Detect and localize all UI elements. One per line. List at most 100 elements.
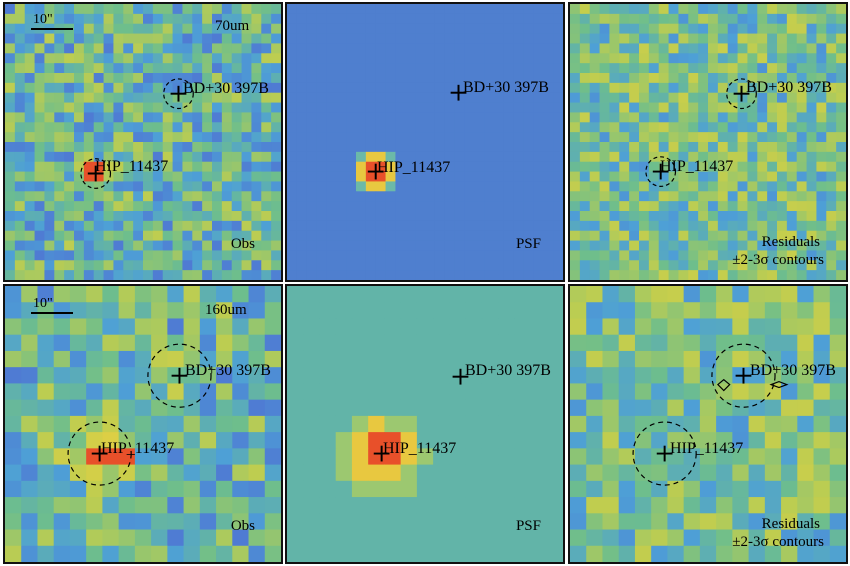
map-pixel (678, 82, 689, 94)
map-pixel (74, 260, 85, 271)
map-pixel (716, 286, 733, 303)
map-pixel (287, 13, 298, 25)
map-pixel (133, 23, 144, 35)
map-pixel (37, 383, 55, 401)
map-pixel (829, 480, 846, 498)
map-pixel (296, 122, 308, 133)
map-pixel (737, 151, 748, 163)
map-pixel (261, 4, 272, 15)
map-pixel (484, 132, 495, 143)
map-pixel (599, 53, 610, 64)
map-pixel (182, 43, 193, 54)
map-pixel (619, 122, 630, 133)
map-pixel (37, 448, 55, 466)
map-pixel (123, 142, 134, 153)
map-pixel (241, 132, 252, 143)
map-pixel (777, 92, 788, 104)
map-pixel (786, 171, 798, 182)
map-pixel (133, 73, 144, 84)
map-pixel (514, 318, 532, 336)
map-pixel (241, 171, 252, 182)
map-pixel (464, 53, 475, 64)
map-pixel (523, 13, 534, 25)
map-pixel (619, 112, 630, 123)
map-pixel (212, 201, 223, 212)
map-pixel (716, 432, 733, 449)
map-pixel (813, 367, 831, 384)
map-pixel (102, 383, 120, 401)
map-pixel (103, 73, 114, 84)
map-pixel (34, 4, 45, 15)
map-pixel (651, 383, 668, 401)
map-pixel (683, 497, 701, 514)
map-pixel (816, 102, 827, 113)
map-pixel (717, 92, 729, 104)
map-pixel (326, 191, 337, 202)
map-pixel (813, 432, 831, 449)
map-pixel (796, 240, 808, 251)
map-pixel (415, 220, 426, 232)
map-pixel (303, 415, 320, 433)
map-pixel (83, 43, 95, 54)
map-pixel (786, 270, 798, 280)
map-pixel (365, 220, 377, 232)
map-pixel (826, 92, 837, 104)
map-pixel (727, 181, 739, 192)
map-pixel (351, 497, 369, 514)
map-pixel (326, 122, 337, 133)
map-pixel (241, 43, 252, 54)
map-pixel (287, 191, 298, 202)
map-pixel (629, 82, 640, 94)
map-pixel (231, 220, 243, 232)
map-pixel (74, 171, 85, 182)
map-pixel (395, 43, 406, 54)
map-pixel (385, 230, 396, 242)
map-pixel (5, 334, 22, 352)
map-pixel (405, 220, 416, 232)
map-pixel (21, 350, 38, 368)
map-pixel (543, 92, 554, 104)
map-pixel (764, 367, 782, 384)
map-pixel (836, 250, 846, 261)
map-pixel (464, 33, 475, 44)
map-pixel (599, 112, 610, 123)
map-pixel (767, 122, 778, 133)
map-pixel (836, 63, 846, 74)
map-pixel (465, 318, 483, 336)
map-pixel (806, 92, 817, 104)
map-pixel (619, 260, 630, 271)
map-pixel (123, 161, 134, 173)
map-pixel (464, 201, 475, 212)
map-pixel (113, 4, 124, 15)
map-pixel (619, 4, 630, 15)
map-pixel (143, 82, 154, 94)
label-primary: HIP_11437 (377, 159, 451, 176)
map-pixel (346, 151, 357, 163)
map-pixel (688, 112, 699, 123)
map-pixel (579, 161, 591, 173)
map-pixel (708, 211, 719, 222)
map-pixel (231, 132, 243, 143)
map-pixel (586, 513, 603, 531)
map-pixel (543, 211, 554, 222)
map-pixel (24, 102, 36, 113)
map-pixel (599, 63, 610, 74)
map-pixel (667, 432, 685, 449)
map-pixel (319, 513, 337, 531)
map-pixel (543, 132, 554, 143)
map-pixel (826, 112, 837, 123)
map-pixel (678, 151, 689, 163)
map-pixel (365, 181, 377, 192)
map-pixel (216, 399, 233, 417)
map-pixel (434, 63, 446, 74)
map-pixel (433, 497, 450, 514)
map-pixel (629, 63, 640, 74)
map-pixel (162, 270, 174, 280)
map-pixel (796, 33, 808, 44)
map-pixel (781, 545, 798, 562)
map-pixel (658, 171, 670, 182)
map-pixel (375, 142, 387, 153)
map-pixel (668, 240, 679, 251)
map-pixel (405, 260, 416, 271)
map-pixel (24, 201, 36, 212)
